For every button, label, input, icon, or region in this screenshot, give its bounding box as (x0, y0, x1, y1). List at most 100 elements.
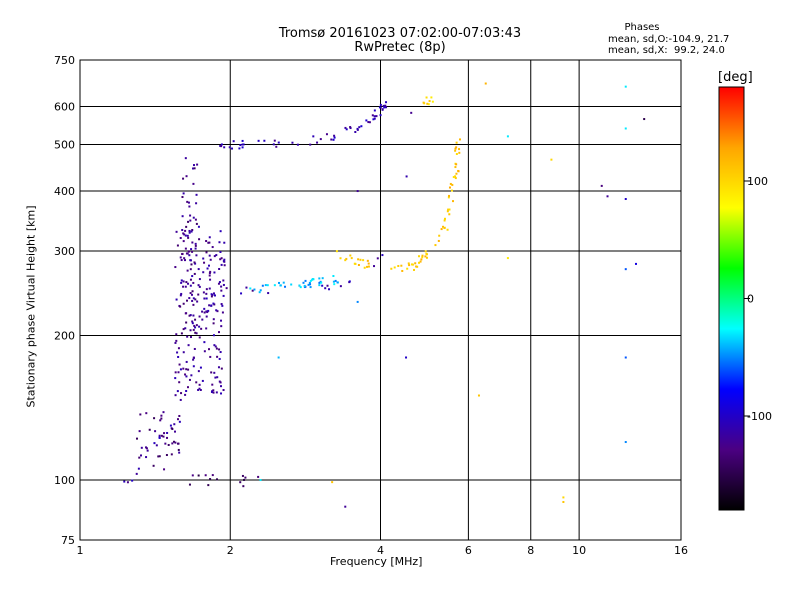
data-point (331, 481, 334, 484)
data-point (443, 217, 446, 220)
data-point (263, 139, 266, 142)
data-point (194, 242, 197, 245)
data-point (158, 434, 161, 437)
data-point (213, 255, 216, 258)
data-point (191, 228, 194, 231)
data-point (449, 182, 452, 185)
data-point (406, 267, 409, 270)
data-point (201, 379, 204, 382)
data-point (332, 275, 335, 278)
data-point (356, 300, 359, 303)
data-point (447, 208, 450, 211)
data-point (160, 434, 163, 437)
data-point (182, 367, 185, 370)
data-point (202, 291, 205, 294)
data-point (362, 259, 365, 262)
data-point (220, 257, 223, 260)
x-tick-label: 1 (77, 544, 84, 557)
data-point (407, 262, 410, 265)
data-point (158, 455, 161, 458)
data-point (174, 394, 177, 397)
data-point (316, 141, 319, 144)
data-point (174, 371, 177, 374)
data-point (217, 331, 220, 334)
data-point (320, 281, 323, 284)
data-point (328, 288, 331, 291)
data-point (434, 244, 437, 247)
data-point (190, 230, 193, 233)
data-point (458, 138, 461, 141)
data-point (454, 147, 457, 150)
data-point (215, 391, 218, 394)
data-point (430, 96, 433, 99)
data-point (178, 363, 181, 366)
data-point (418, 261, 421, 264)
data-point (332, 138, 335, 141)
data-point (194, 262, 197, 265)
data-point (177, 347, 180, 350)
data-point (175, 230, 178, 233)
data-point (187, 368, 190, 371)
data-point (220, 143, 223, 146)
data-point (193, 324, 196, 327)
data-point (189, 214, 192, 217)
data-point (153, 442, 156, 445)
data-point (210, 293, 213, 296)
data-point (192, 303, 195, 306)
data-point (241, 146, 244, 149)
data-point (208, 348, 211, 351)
data-point (208, 287, 211, 290)
data-point (359, 258, 362, 261)
data-point (303, 284, 306, 287)
data-point (239, 481, 242, 484)
data-point (180, 332, 183, 335)
data-point (257, 139, 260, 142)
data-point (187, 220, 190, 223)
data-point (259, 289, 262, 292)
data-point (191, 250, 194, 253)
data-point (184, 393, 187, 396)
data-point (425, 252, 428, 255)
data-point (220, 263, 223, 266)
data-point (624, 127, 627, 130)
data-point (220, 385, 223, 388)
data-point (215, 254, 218, 257)
data-point (420, 258, 423, 261)
data-point (231, 147, 234, 150)
data-point (179, 368, 182, 371)
data-point (212, 391, 215, 394)
data-point (190, 263, 193, 266)
data-point (187, 236, 190, 239)
data-point (443, 226, 446, 229)
data-point (182, 351, 185, 354)
data-point (261, 284, 264, 287)
data-point (184, 247, 187, 250)
data-point (185, 312, 188, 315)
data-point (324, 287, 327, 290)
data-point (191, 322, 194, 325)
data-point (185, 360, 188, 363)
data-point (190, 374, 193, 377)
data-point (184, 229, 187, 232)
data-point (177, 442, 180, 445)
data-point (215, 347, 218, 350)
data-point (363, 266, 366, 269)
data-point (318, 281, 321, 284)
data-point (401, 269, 404, 272)
data-point (423, 102, 426, 105)
data-point (194, 298, 197, 301)
data-point (379, 103, 382, 106)
data-point (210, 371, 213, 374)
data-point (179, 305, 182, 308)
data-point (195, 332, 198, 335)
data-point (192, 314, 195, 317)
data-point (181, 196, 184, 199)
data-point (192, 358, 195, 361)
data-point (440, 228, 443, 231)
data-point (199, 388, 202, 391)
x-tick-label: 16 (674, 544, 688, 557)
data-point (183, 257, 186, 260)
data-point (203, 307, 206, 310)
data-point (455, 141, 458, 144)
